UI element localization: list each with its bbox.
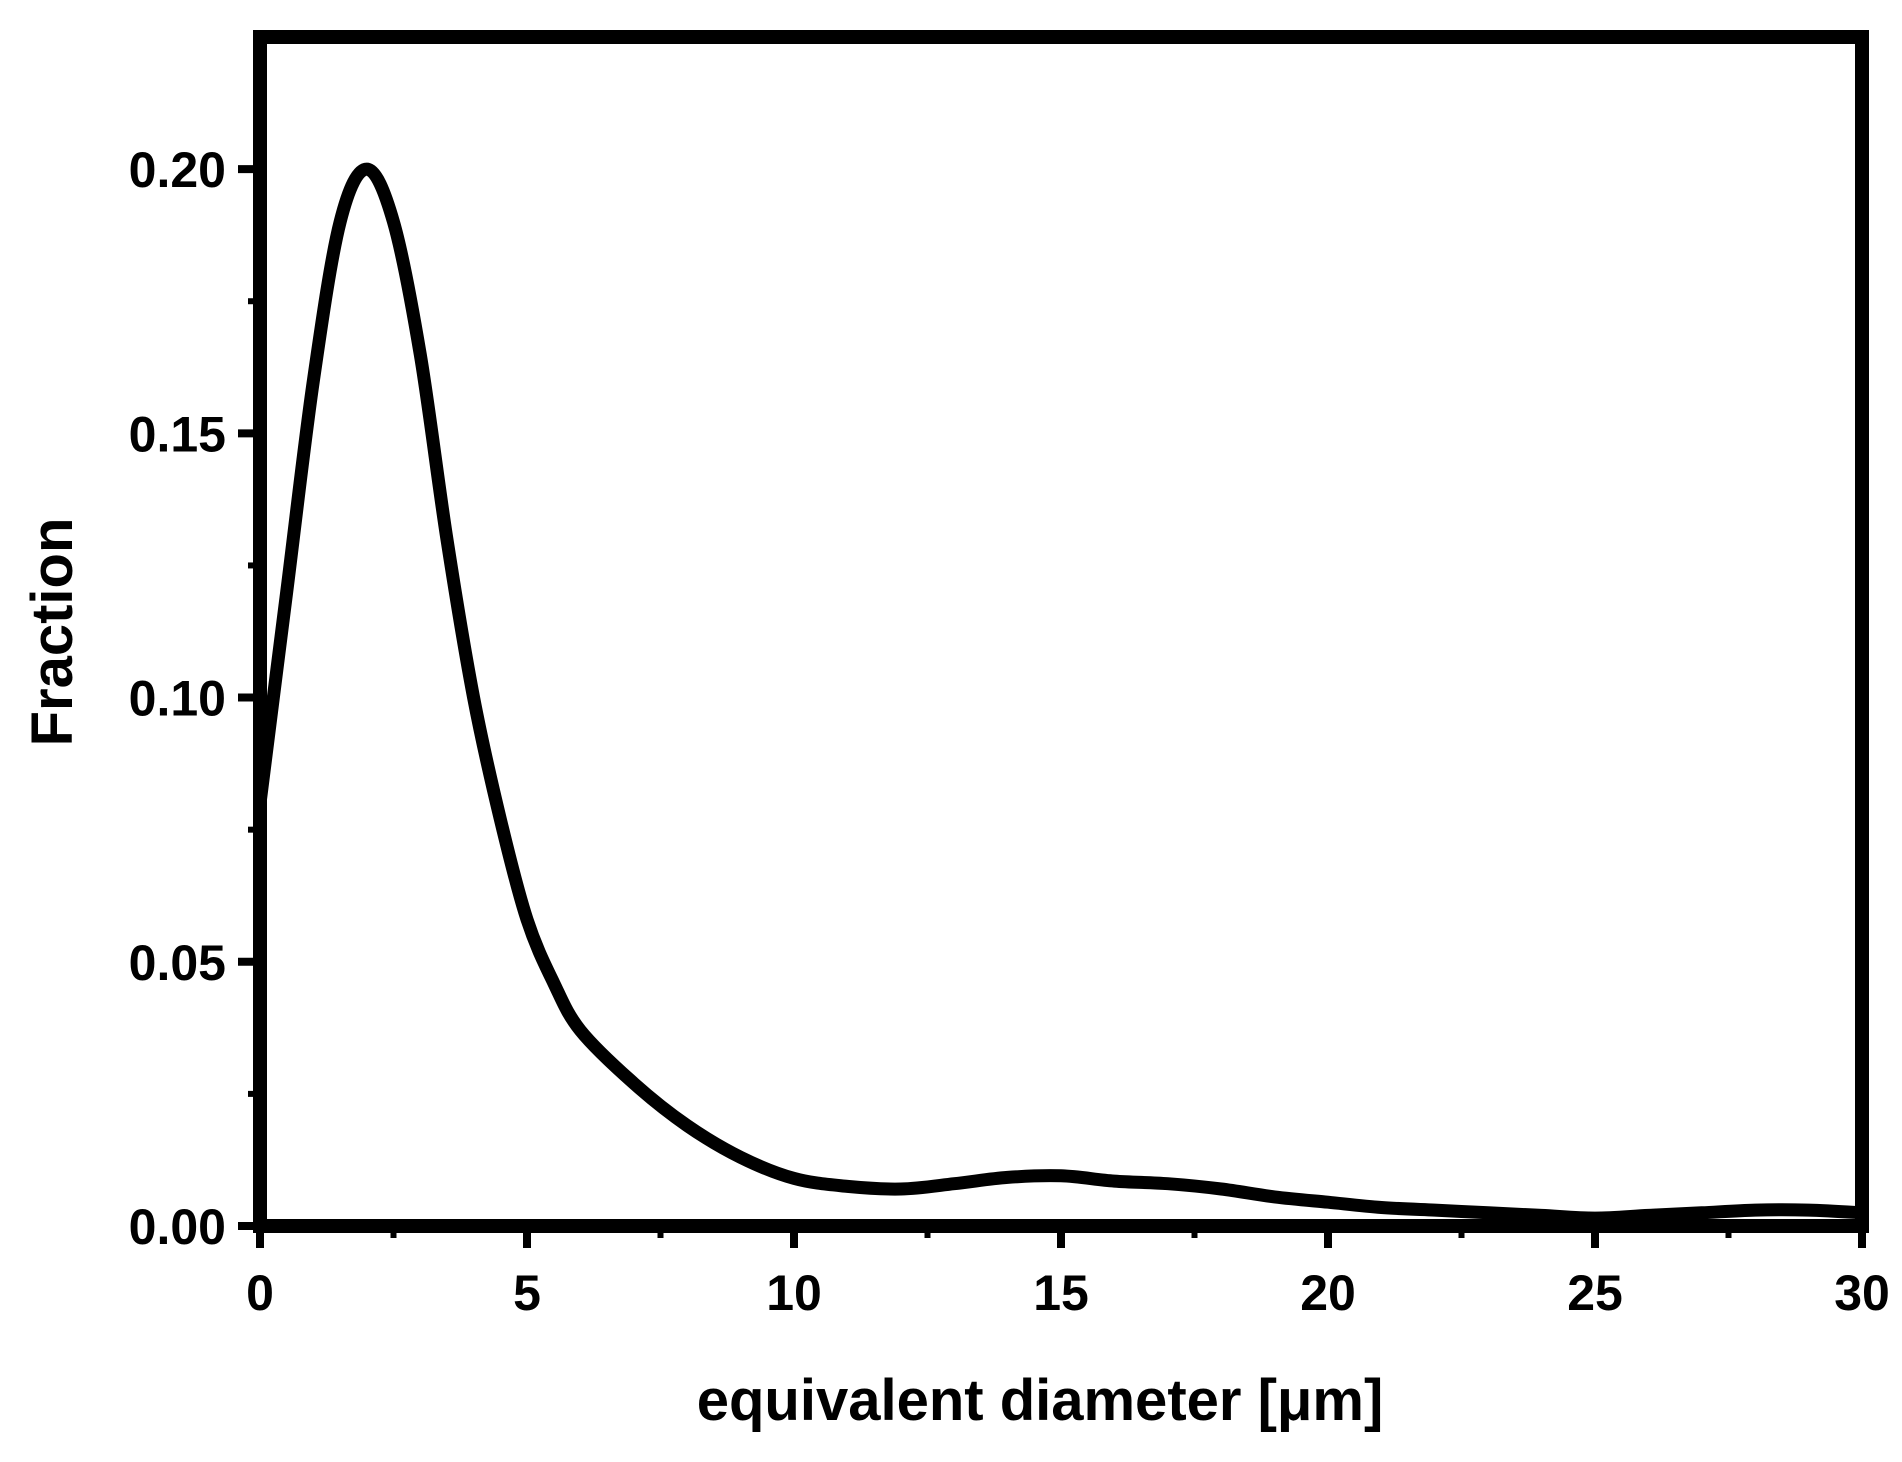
y-tick-label-1: 0.05 (129, 935, 226, 991)
x-tick-label-6: 30 (1834, 1265, 1890, 1321)
y-tick-label-0: 0.00 (129, 1199, 226, 1255)
plot-frame (253, 30, 1869, 1233)
x-axis-tick-labels: 0 5 10 15 20 25 30 (246, 1265, 1890, 1321)
series-line (253, 162, 1869, 1225)
x-tick-label-2: 10 (766, 1265, 822, 1321)
y-tick-label-3: 0.15 (129, 406, 226, 462)
y-axis-tick-labels: 0.00 0.05 0.10 0.15 0.20 (129, 142, 226, 1255)
x-tick-label-3: 15 (1033, 1265, 1089, 1321)
x-tick-label-5: 25 (1567, 1265, 1623, 1321)
x-tick-label-0: 0 (246, 1265, 274, 1321)
y-tick-label-2: 0.10 (129, 671, 226, 727)
x-axis-label: equivalent diameter [μm] (697, 1368, 1384, 1433)
y-tick-label-4: 0.20 (129, 142, 226, 198)
x-tick-label-4: 20 (1300, 1265, 1356, 1321)
y-axis-label: Fraction (20, 518, 85, 747)
x-tick-label-1: 5 (513, 1265, 541, 1321)
